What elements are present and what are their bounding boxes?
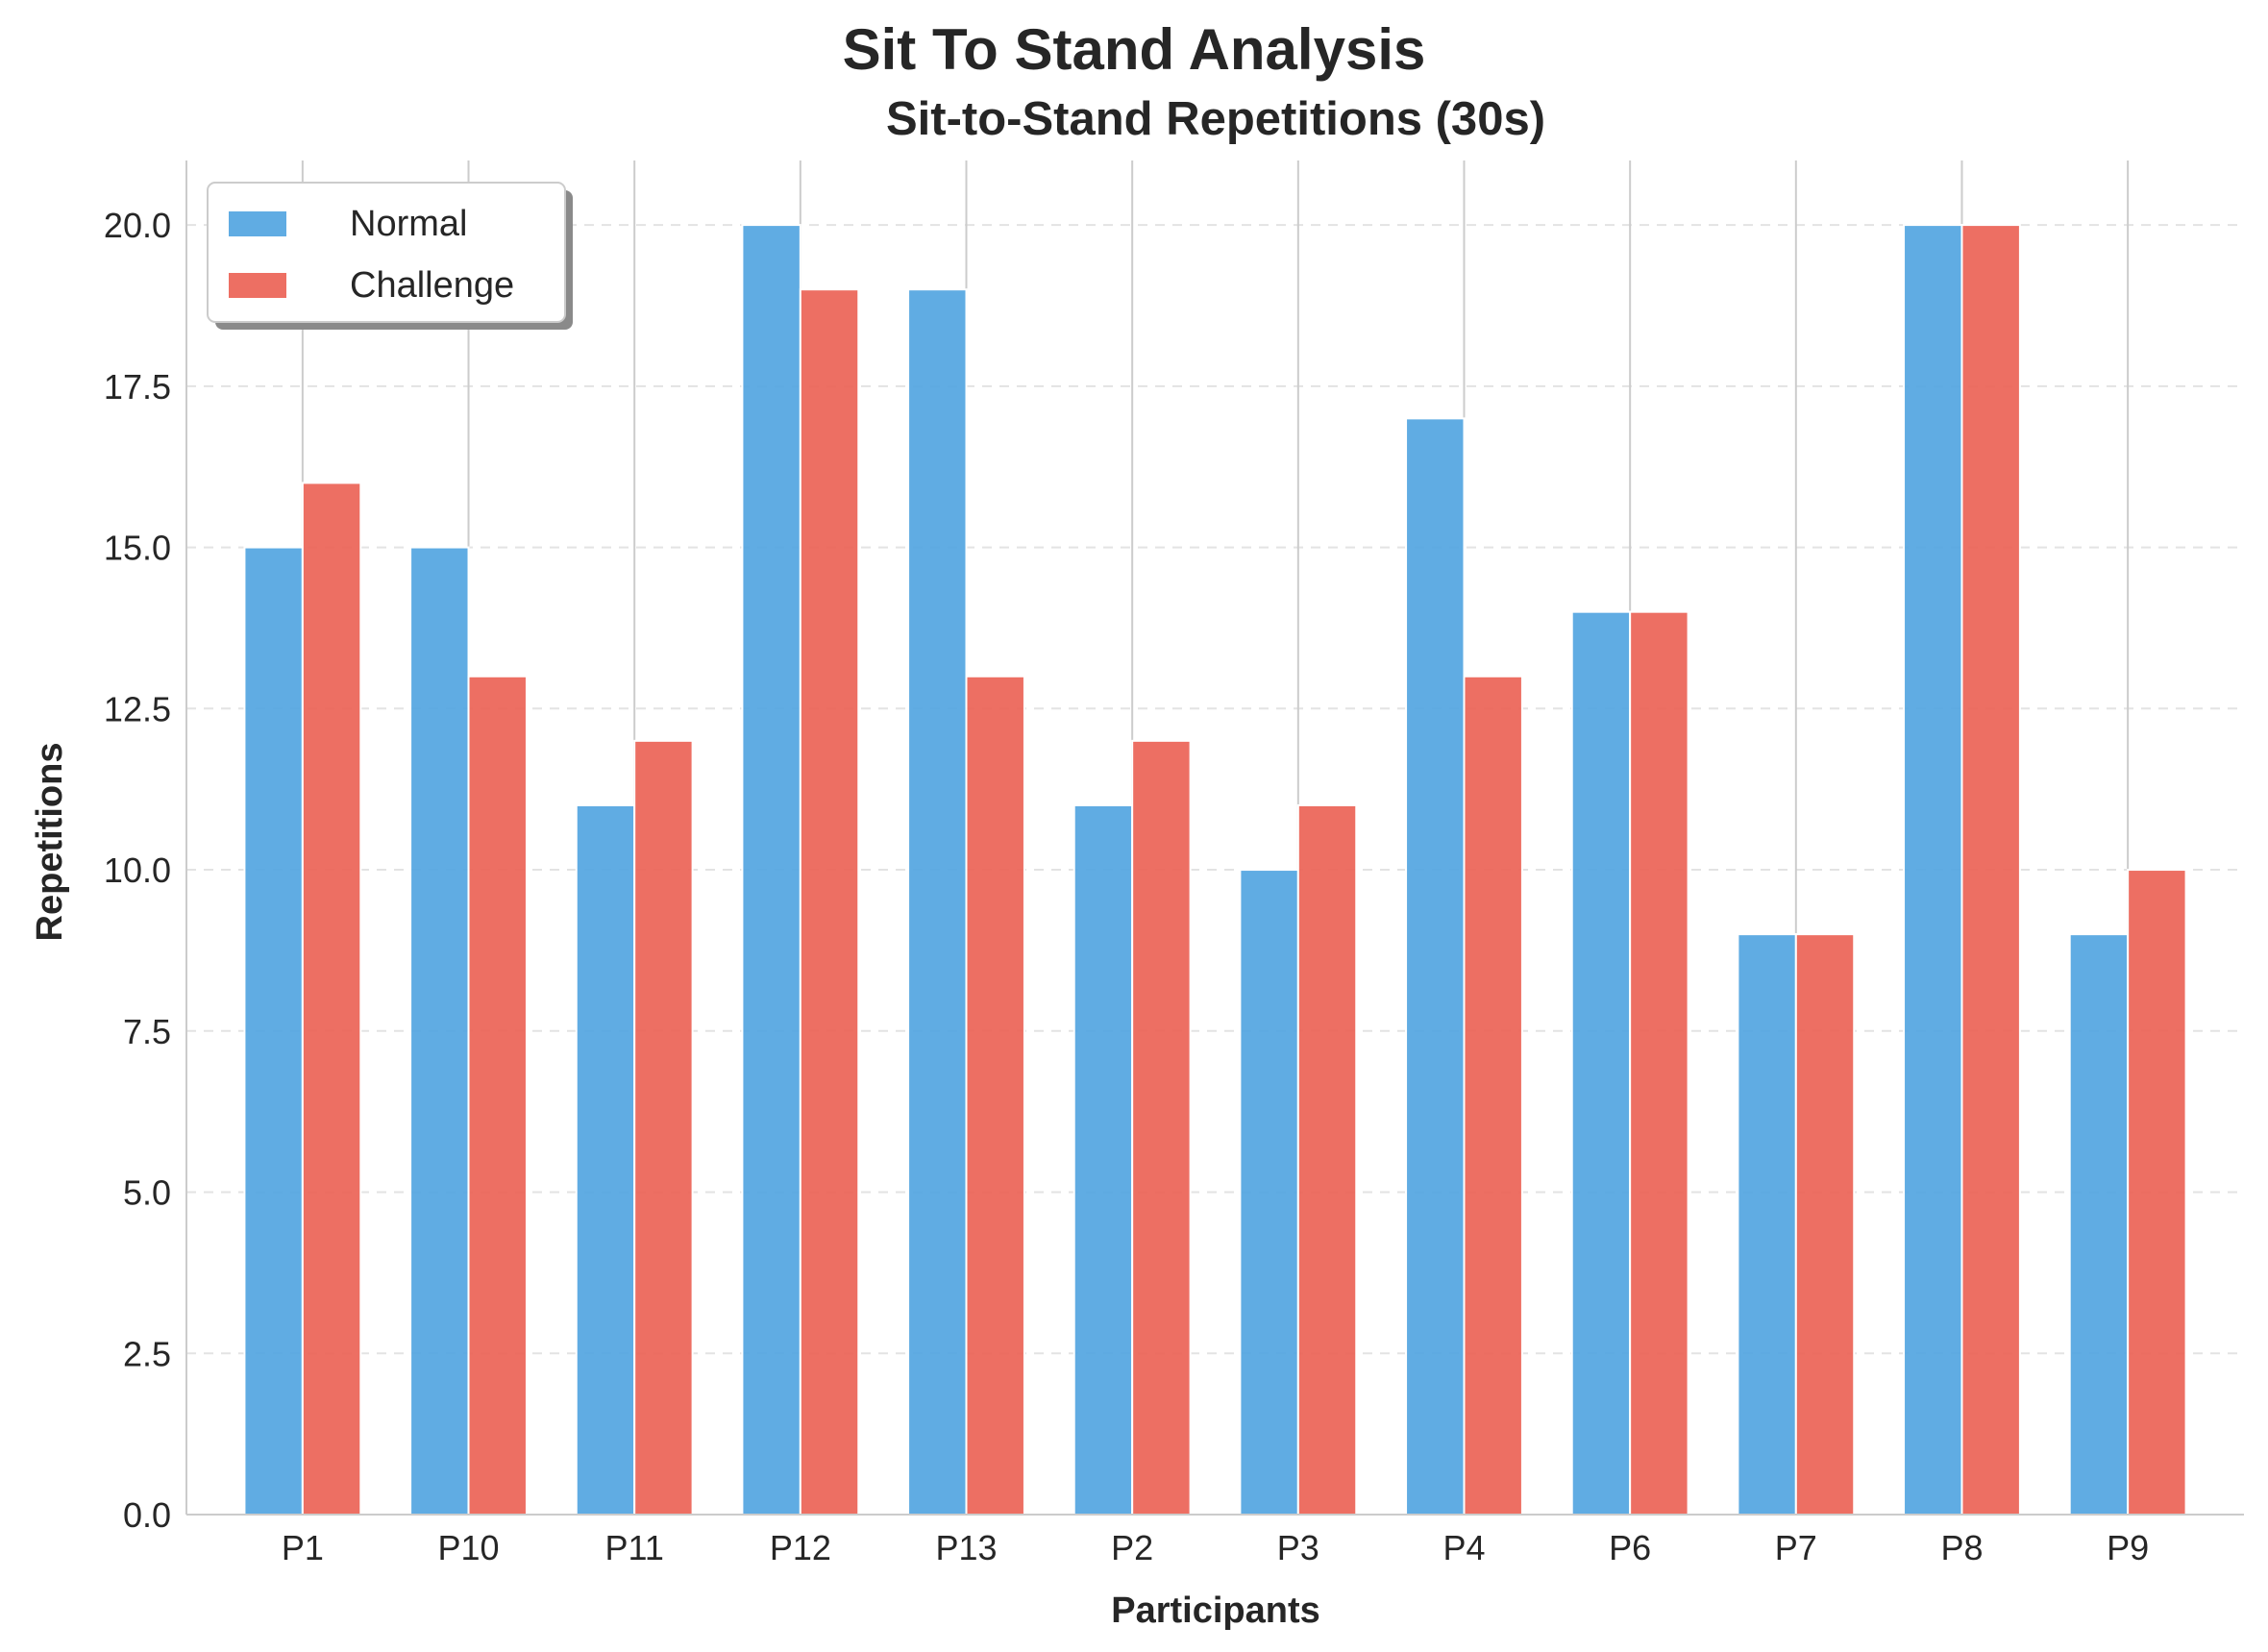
bar-challenge-p3 xyxy=(1296,803,1358,1516)
y-tick-label: 20.0 xyxy=(104,206,171,245)
chart-title: Sit-to-Stand Repetitions (30s) xyxy=(886,93,1545,145)
y-tick-label: 10.0 xyxy=(104,851,171,890)
bar-normal-p11 xyxy=(575,803,636,1516)
chart-suptitle: Sit To Stand Analysis xyxy=(843,17,1426,82)
bar-challenge-p11 xyxy=(633,739,694,1516)
bar-challenge-p9 xyxy=(2127,869,2187,1516)
bar-challenge-p6 xyxy=(1629,610,1689,1516)
y-axis-label: Repetitions xyxy=(30,743,70,942)
legend-swatch-normal xyxy=(229,211,286,236)
bar-normal-p1 xyxy=(243,546,304,1516)
bar-normal-p3 xyxy=(1239,869,1299,1516)
legend-swatch-challenge xyxy=(229,273,286,298)
x-tick-label: P3 xyxy=(1277,1528,1319,1567)
x-tick-labels: P1 P10 P11 P12 P13 P2 P3 P4 P6 P7 P8 P9 xyxy=(282,1528,2149,1567)
x-axis-label: Participants xyxy=(1111,1590,1320,1631)
bar-challenge-p4 xyxy=(1463,675,1523,1516)
bar-challenge-p2 xyxy=(1131,739,1192,1516)
bar-challenge-p1 xyxy=(301,481,362,1516)
x-tick-label: P6 xyxy=(1609,1528,1651,1567)
bar-normal-p10 xyxy=(409,546,470,1516)
bar-challenge-p12 xyxy=(799,288,860,1516)
axes xyxy=(185,160,2244,1516)
legend-label-challenge: Challenge xyxy=(350,265,514,306)
bar-normal-p12 xyxy=(741,224,801,1516)
y-tick-label: 5.0 xyxy=(123,1173,171,1213)
x-tick-label: P10 xyxy=(437,1528,499,1567)
y-tick-label: 0.0 xyxy=(123,1495,171,1535)
bars xyxy=(243,224,2187,1516)
bar-normal-p8 xyxy=(1903,224,1963,1516)
bar-normal-p6 xyxy=(1570,610,1632,1516)
x-tick-label: P4 xyxy=(1442,1528,1485,1567)
bar-normal-p13 xyxy=(907,288,968,1516)
y-tick-label: 12.5 xyxy=(104,689,171,728)
bar-challenge-p7 xyxy=(1794,933,1856,1516)
x-tick-label: P13 xyxy=(935,1528,997,1567)
y-tick-label: 15.0 xyxy=(104,529,171,568)
y-tick-label: 17.5 xyxy=(104,367,171,407)
legend-box xyxy=(207,182,566,323)
bar-challenge-p10 xyxy=(467,675,528,1516)
x-tick-label: P9 xyxy=(2107,1528,2149,1567)
x-tick-label: P12 xyxy=(770,1528,831,1567)
grid-lines xyxy=(186,224,2244,1516)
legend-label-normal: Normal xyxy=(350,204,467,244)
x-tick-label: P8 xyxy=(1940,1528,1983,1567)
x-tick-label: P2 xyxy=(1111,1528,1153,1567)
bar-challenge-p13 xyxy=(965,675,1025,1516)
y-tick-label: 7.5 xyxy=(123,1012,171,1051)
bar-normal-p9 xyxy=(2068,933,2130,1516)
y-tick-labels: 0.0 2.5 5.0 7.5 10.0 12.5 15.0 17.5 20.0 xyxy=(104,206,171,1535)
bar-normal-p4 xyxy=(1405,417,1466,1516)
x-tick-label: P1 xyxy=(282,1528,324,1567)
bar-challenge-p8 xyxy=(1960,224,2021,1516)
bar-normal-p2 xyxy=(1072,803,1134,1516)
y-tick-label: 2.5 xyxy=(123,1334,171,1373)
x-tick-label: P7 xyxy=(1775,1528,1817,1567)
legend: Normal Challenge xyxy=(207,182,573,330)
x-tick-label: P11 xyxy=(604,1528,663,1567)
bar-normal-p7 xyxy=(1737,933,1797,1516)
